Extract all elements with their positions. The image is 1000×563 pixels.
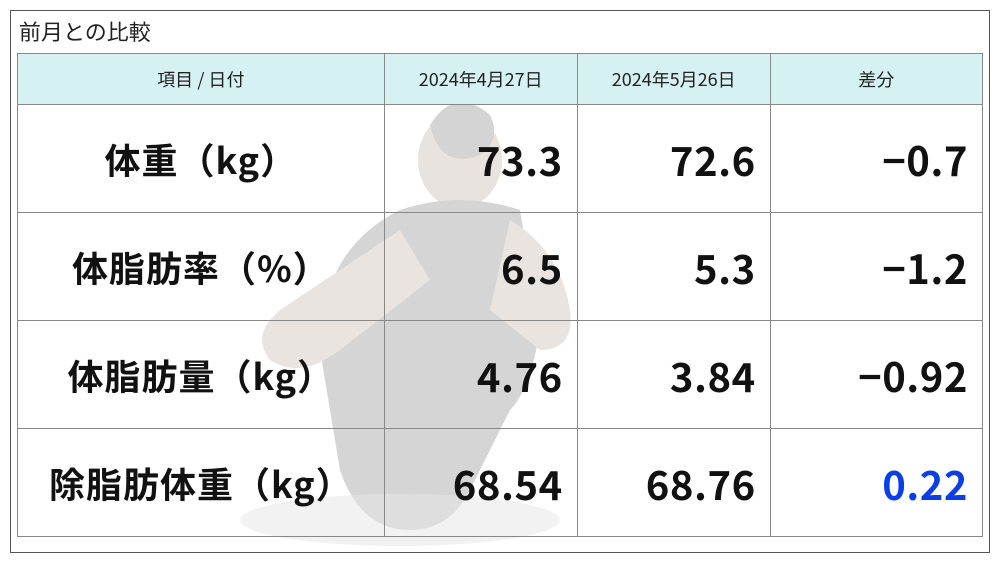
row-diff: 0.22: [770, 429, 982, 537]
row-value2: 72.6: [577, 105, 770, 213]
row-value1: 6.5: [384, 213, 577, 321]
comparison-table: 項目 / 日付 2024年4月27日 2024年5月26日 差分 体重（kg） …: [17, 53, 983, 537]
row-diff: −0.7: [770, 105, 982, 213]
table-row: 体脂肪量（kg） 4.76 3.84 −0.92: [18, 321, 983, 429]
col-header-diff: 差分: [770, 54, 982, 105]
row-value2: 5.3: [577, 213, 770, 321]
row-value2: 3.84: [577, 321, 770, 429]
table-row: 体脂肪率（%） 6.5 5.3 −1.2: [18, 213, 983, 321]
row-value1: 68.54: [384, 429, 577, 537]
row-label: 体重（kg）: [18, 105, 385, 213]
row-value1: 73.3: [384, 105, 577, 213]
table-row: 体重（kg） 73.3 72.6 −0.7: [18, 105, 983, 213]
row-label: 除脂肪体重（kg）: [18, 429, 385, 537]
row-value2: 68.76: [577, 429, 770, 537]
table-row: 除脂肪体重（kg） 68.54 68.76 0.22: [18, 429, 983, 537]
row-diff: −1.2: [770, 213, 982, 321]
col-header-date2: 2024年5月26日: [577, 54, 770, 105]
table-header-row: 項目 / 日付 2024年4月27日 2024年5月26日 差分: [18, 54, 983, 105]
col-header-label: 項目 / 日付: [18, 54, 385, 105]
row-label: 体脂肪量（kg）: [18, 321, 385, 429]
row-value1: 4.76: [384, 321, 577, 429]
comparison-panel: 前月との比較 項目 / 日付 2024年4月27日 2024年5月26日 差分 …: [10, 10, 990, 553]
panel-title: 前月との比較: [11, 11, 989, 55]
row-diff: −0.92: [770, 321, 982, 429]
col-header-date1: 2024年4月27日: [384, 54, 577, 105]
row-label: 体脂肪率（%）: [18, 213, 385, 321]
